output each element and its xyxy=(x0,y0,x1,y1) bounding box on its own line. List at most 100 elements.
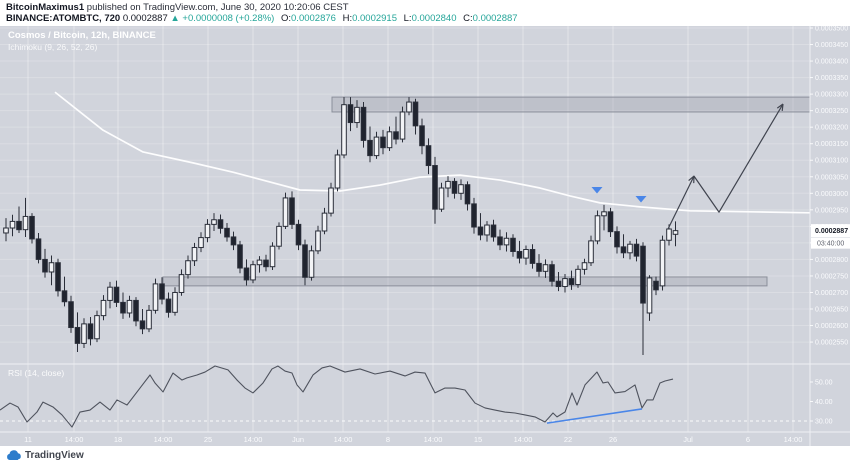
symbol-title: BINANCE:ATOMBTC, 720 xyxy=(6,13,121,24)
candle-body xyxy=(594,215,601,242)
candle-body xyxy=(471,203,477,228)
publication-byline: BitcoinMaximus1 published on TradingView… xyxy=(6,2,349,13)
tradingview-logo[interactable]: TradingView xyxy=(6,447,84,463)
candle-body xyxy=(477,226,484,236)
candle-body xyxy=(185,260,191,276)
candle-body xyxy=(74,327,81,344)
candle-body xyxy=(55,262,61,292)
publication-header: BitcoinMaximus1 published on TradingView… xyxy=(0,0,850,26)
candle-body xyxy=(302,244,308,278)
candle-body xyxy=(568,278,575,286)
candle-body xyxy=(165,298,172,313)
candle-body xyxy=(529,249,536,264)
candle-body xyxy=(497,236,503,246)
candle-body xyxy=(633,243,640,257)
price-axis-label: 0.0003450 xyxy=(815,42,848,49)
rsi-axis-label: 30.00 xyxy=(815,419,833,426)
candle-body xyxy=(61,290,68,303)
candle-body xyxy=(536,262,542,272)
price-axis-label: 0.0003400 xyxy=(815,59,848,66)
time-axis-label: 11 xyxy=(24,435,32,444)
cloud-icon xyxy=(7,450,21,460)
rsi-trendline xyxy=(546,408,643,424)
candle-body xyxy=(198,237,204,249)
candle-body xyxy=(386,131,393,149)
candle-body xyxy=(250,264,256,281)
candle-body xyxy=(445,180,451,189)
candle-body xyxy=(503,237,510,246)
time-axis-label: 6 xyxy=(746,435,750,444)
projection-arrowhead xyxy=(776,103,784,112)
candle-body xyxy=(549,264,555,282)
candle-body xyxy=(3,227,9,234)
candle-body xyxy=(620,246,627,254)
time-axis-label: 14:00 xyxy=(244,435,263,444)
candle-body xyxy=(451,180,458,194)
sell-marker-icon xyxy=(635,195,647,203)
price-label-bg xyxy=(811,224,850,238)
candle-body xyxy=(646,277,653,314)
price-label: 0.0002887 xyxy=(815,228,848,235)
time-axis-label: 14:00 xyxy=(334,435,353,444)
candle-body xyxy=(224,227,230,238)
candle-body xyxy=(588,240,594,264)
price-axis-label: 0.0003050 xyxy=(815,174,848,181)
attribution-footer: TradingView xyxy=(0,446,850,464)
support-zone xyxy=(162,276,768,287)
candle-body xyxy=(113,286,120,303)
ichimoku-baseline xyxy=(54,91,811,214)
candle-body xyxy=(230,236,237,246)
price-axis-label: 0.0002950 xyxy=(815,207,848,214)
candle-body xyxy=(562,278,568,288)
candle-body xyxy=(146,309,152,330)
author-username[interactable]: BitcoinMaximus1 xyxy=(6,2,85,13)
candle-body xyxy=(211,219,217,225)
candle-body xyxy=(464,184,471,205)
rsi-axis-label: 50.00 xyxy=(815,380,833,387)
open-label: O: xyxy=(280,13,292,24)
time-axis-label: 26 xyxy=(609,435,617,444)
time-axis-label: 14:00 xyxy=(784,435,803,444)
candle-body xyxy=(555,280,562,288)
candle-body xyxy=(406,101,412,113)
candle-body xyxy=(510,237,516,252)
candle-body xyxy=(347,104,354,124)
candle-body xyxy=(42,258,48,273)
candle-body xyxy=(367,139,373,157)
high-value: 0.0002915 xyxy=(352,13,397,24)
time-axis-label: 15 xyxy=(474,435,482,444)
candle-body xyxy=(159,283,165,300)
candle-body xyxy=(341,104,347,156)
candle-body xyxy=(133,299,139,322)
last-price: 0.0002887 xyxy=(122,13,168,24)
candle-body xyxy=(334,154,341,189)
candle-body xyxy=(81,323,87,344)
sell-marker-icon xyxy=(591,187,603,194)
close-label: C: xyxy=(463,13,473,24)
candle-body xyxy=(263,259,269,268)
price-axis-label: 0.0002800 xyxy=(815,257,848,264)
candle-body xyxy=(191,247,198,262)
candle-body xyxy=(237,244,243,269)
time-axis-label: 22 xyxy=(564,435,572,444)
time-axis-label: 25 xyxy=(204,435,212,444)
countdown-label-bg xyxy=(811,237,850,249)
open-value: 0.0002876 xyxy=(291,13,336,24)
time-axis-label: Jun xyxy=(292,435,304,444)
resistance-zone xyxy=(331,96,811,113)
candle-body xyxy=(172,291,178,313)
tradingview-logo-text: TradingView xyxy=(25,449,84,461)
price-axis-label: 0.0002650 xyxy=(815,307,848,314)
publication-info: published on TradingView.com, June 30, 2… xyxy=(84,2,349,13)
countdown-label: 03:40:00 xyxy=(817,241,844,248)
price-axis-label: 0.0002700 xyxy=(815,290,848,297)
chart-canvas: 0.0003500 0.0003450 0.0003400 0.0003350 0.00… xyxy=(0,26,850,446)
time-axis-label: 14:00 xyxy=(424,435,443,444)
candle-body xyxy=(29,215,35,240)
candle-body xyxy=(22,215,29,231)
time-axis-label: 14:00 xyxy=(514,435,533,444)
candle-body xyxy=(315,230,321,252)
candle-body xyxy=(16,220,22,231)
candle-body xyxy=(601,211,607,217)
